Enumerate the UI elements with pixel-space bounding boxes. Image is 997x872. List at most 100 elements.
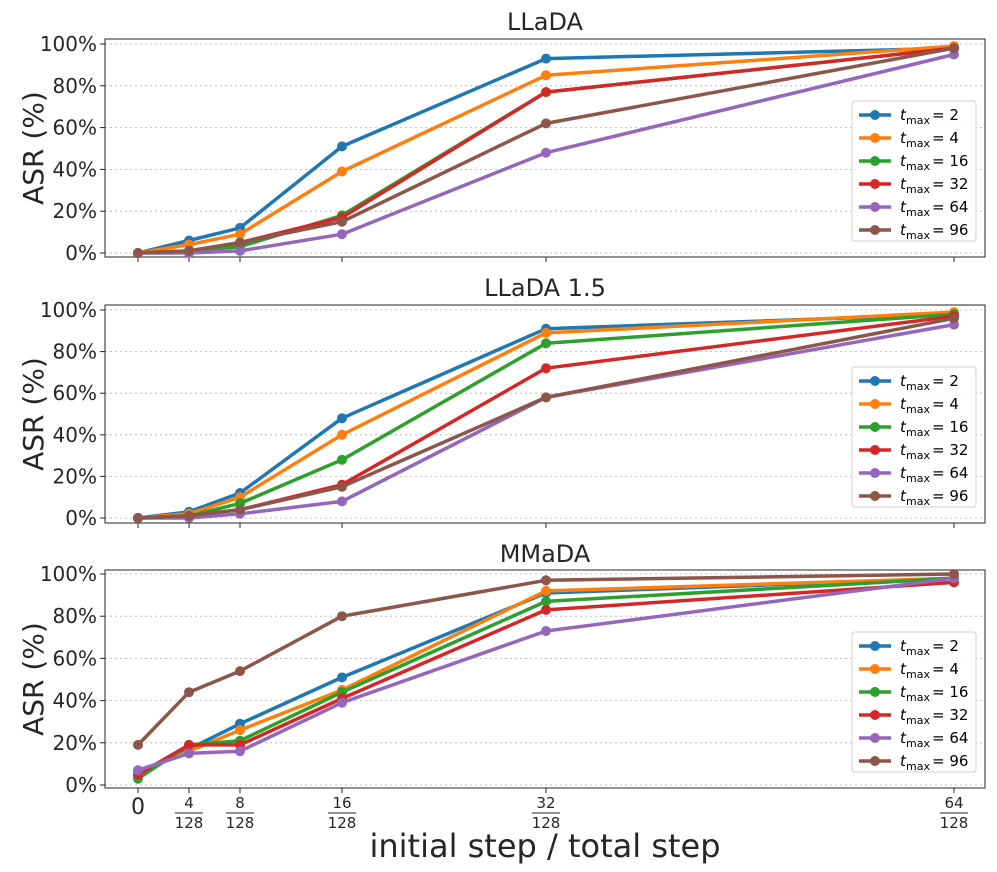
legend-sub: max <box>906 737 930 750</box>
legend-sub: max <box>906 449 930 462</box>
legend-value: = 96 <box>932 752 968 770</box>
y-tick-label: 0% <box>65 506 97 530</box>
legend-sub: max <box>906 760 930 773</box>
legend-sub: max <box>906 183 930 196</box>
legend-marker <box>870 641 880 651</box>
y-tick-label: 60% <box>53 116 97 140</box>
y-tick-label: 100% <box>40 32 97 56</box>
data-point <box>337 141 347 152</box>
x-tick-denominator: 128 <box>940 814 969 832</box>
data-point <box>133 248 143 258</box>
legend-marker <box>870 664 880 674</box>
data-point <box>184 739 194 750</box>
chart-title: LLaDA 1.5 <box>484 274 606 302</box>
x-tick-denominator: 128 <box>328 814 357 832</box>
legend-sub: max <box>906 645 930 658</box>
x-tick-denominator: 128 <box>532 814 561 832</box>
x-axis-label: initial step / total step <box>369 827 720 865</box>
legend-value: = 16 <box>932 683 968 701</box>
legend-value: = 64 <box>932 464 968 482</box>
data-point <box>541 392 551 403</box>
data-point <box>541 338 551 349</box>
y-tick-label: 20% <box>53 199 97 223</box>
legend-value: = 32 <box>932 175 968 193</box>
legend-value: = 64 <box>932 729 968 747</box>
data-point <box>184 510 194 521</box>
legend-var: t <box>900 198 907 216</box>
legend-marker <box>870 422 880 432</box>
legend-sub: max <box>906 691 930 704</box>
data-point <box>541 118 551 129</box>
legend-var: t <box>900 372 907 390</box>
legend: t max = 2t max = 4t max = 16t max = 32t max = 64t m… <box>851 100 977 242</box>
x-tick-denominator: 128 <box>175 814 204 832</box>
data-point <box>541 575 551 586</box>
series-line-4 <box>137 44 955 255</box>
legend-var: t <box>900 175 907 193</box>
legend-marker <box>870 376 880 386</box>
data-point <box>235 746 245 757</box>
legend-marker <box>870 110 880 120</box>
y-tick-label: 100% <box>40 298 97 322</box>
axes-frame <box>104 569 986 789</box>
data-point <box>949 313 959 324</box>
legend-marker <box>870 156 880 166</box>
legend-marker <box>870 491 880 501</box>
data-point <box>337 216 347 227</box>
data-point <box>337 454 347 465</box>
data-point <box>337 697 347 708</box>
chart-title: MMaDA <box>500 540 591 568</box>
legend-value: = 2 <box>932 372 959 390</box>
data-point <box>541 327 551 338</box>
data-point <box>337 229 347 240</box>
y-axis-label: ASR (%) <box>17 357 50 471</box>
y-tick-label: 80% <box>53 604 97 628</box>
legend-var: t <box>900 418 907 436</box>
data-point <box>337 429 347 440</box>
legend-var: t <box>900 464 907 482</box>
legend-sub: max <box>906 426 930 439</box>
data-point <box>235 725 245 736</box>
data-point <box>184 748 194 759</box>
legend-sub: max <box>906 495 930 508</box>
legend-value: = 2 <box>932 637 959 655</box>
legend-value: = 64 <box>932 198 968 216</box>
legend-value: = 4 <box>932 129 959 147</box>
series-line-96 <box>137 46 955 255</box>
x-tick-numerator: 8 <box>235 794 245 812</box>
legend-var: t <box>900 152 907 170</box>
data-point <box>337 166 347 177</box>
data-point <box>541 626 551 636</box>
legend-marker <box>870 179 880 189</box>
data-point <box>541 147 551 158</box>
x-tick-numerator: 32 <box>536 794 555 812</box>
legend-sub: max <box>906 160 930 173</box>
legend-marker <box>870 710 880 720</box>
y-tick-label: 40% <box>53 157 97 181</box>
data-point <box>337 672 347 683</box>
x-tick-numerator: 4 <box>184 794 194 812</box>
series-line-64 <box>138 322 955 520</box>
legend-sub: max <box>906 380 930 393</box>
data-point <box>541 363 551 374</box>
legend-value: = 32 <box>932 706 968 724</box>
legend-value: = 96 <box>932 487 968 505</box>
x-tick-denominator: 128 <box>226 814 255 832</box>
data-point <box>235 229 245 240</box>
y-tick-label: 40% <box>53 423 97 447</box>
legend-value: = 4 <box>932 660 959 678</box>
legend-marker <box>870 733 880 743</box>
data-point <box>235 666 245 677</box>
data-point <box>541 53 551 64</box>
legend-var: t <box>900 752 907 770</box>
legend-var: t <box>900 129 907 147</box>
legend: t max = 2t max = 4t max = 16t max = 32t max = 64t m… <box>851 631 977 773</box>
y-tick-label: 60% <box>53 646 97 670</box>
legend-value: = 16 <box>932 152 968 170</box>
y-tick-label: 0% <box>65 773 97 797</box>
x-tick-numerator: 16 <box>332 794 351 812</box>
